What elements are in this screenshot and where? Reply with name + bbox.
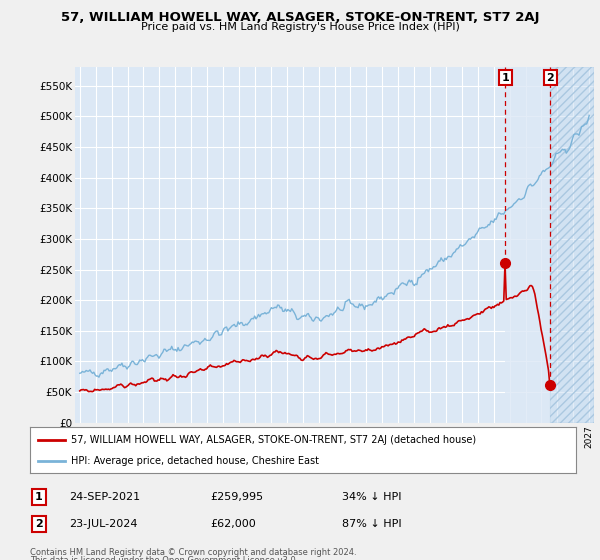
Text: 57, WILLIAM HOWELL WAY, ALSAGER, STOKE-ON-TRENT, ST7 2AJ (detached house): 57, WILLIAM HOWELL WAY, ALSAGER, STOKE-O… (71, 435, 476, 445)
Text: 1: 1 (502, 73, 509, 82)
Text: Price paid vs. HM Land Registry's House Price Index (HPI): Price paid vs. HM Land Registry's House … (140, 22, 460, 32)
Text: £62,000: £62,000 (210, 519, 256, 529)
Text: 87% ↓ HPI: 87% ↓ HPI (342, 519, 401, 529)
Bar (550, 67, 594, 423)
Text: 2: 2 (35, 519, 43, 529)
Bar (550, 67, 594, 423)
Text: 24-SEP-2021: 24-SEP-2021 (69, 492, 140, 502)
Text: Contains HM Land Registry data © Crown copyright and database right 2024.: Contains HM Land Registry data © Crown c… (30, 548, 356, 557)
Text: £259,995: £259,995 (210, 492, 263, 502)
Text: 2: 2 (547, 73, 554, 82)
Text: This data is licensed under the Open Government Licence v3.0.: This data is licensed under the Open Gov… (30, 556, 298, 560)
Text: 34% ↓ HPI: 34% ↓ HPI (342, 492, 401, 502)
Text: 23-JUL-2024: 23-JUL-2024 (69, 519, 137, 529)
Text: HPI: Average price, detached house, Cheshire East: HPI: Average price, detached house, Ches… (71, 456, 319, 466)
Text: 57, WILLIAM HOWELL WAY, ALSAGER, STOKE-ON-TRENT, ST7 2AJ: 57, WILLIAM HOWELL WAY, ALSAGER, STOKE-O… (61, 11, 539, 24)
Bar (505, 67, 550, 423)
Text: 1: 1 (35, 492, 43, 502)
